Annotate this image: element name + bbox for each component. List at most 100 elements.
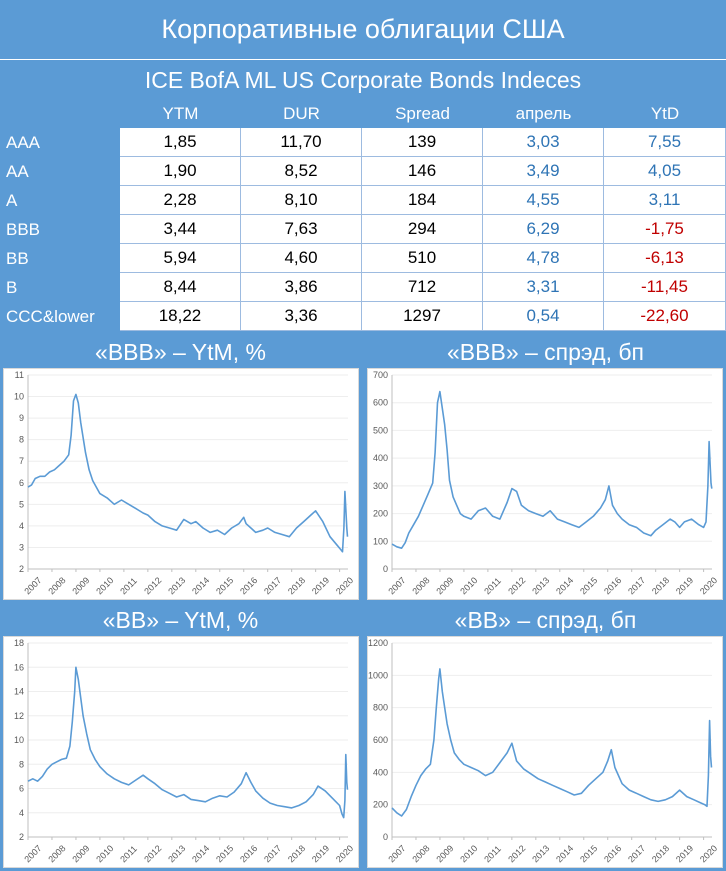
table-cell: 294 — [362, 215, 483, 244]
table-cell: 3,11 — [604, 186, 726, 215]
y-tick-label: 700 — [373, 370, 388, 380]
y-tick-label: 6 — [19, 784, 24, 794]
x-tick-label: 2012 — [142, 843, 163, 864]
x-tick-label: 2016 — [602, 843, 623, 864]
table-subtitle: ICE BofA ML US Corporate Bonds Indeces — [144, 66, 582, 93]
x-tick-label: 2020 — [698, 843, 719, 864]
x-tick-label: 2017 — [262, 843, 283, 864]
x-tick-label: 2007 — [22, 575, 43, 596]
table-cell: 11,70 — [241, 128, 362, 157]
x-tick-label: 2013 — [166, 575, 187, 596]
y-tick-label: 400 — [373, 767, 388, 777]
y-tick-label: 300 — [373, 481, 388, 491]
y-tick-label: 500 — [373, 425, 388, 435]
y-tick-label: 8 — [19, 759, 24, 769]
table-cell: 7,55 — [604, 128, 726, 157]
series-line — [391, 668, 713, 817]
x-tick-label: 2019 — [674, 575, 695, 596]
row-label-bbb: BBB — [6, 219, 41, 239]
chart-title-bbb-spread: «BBB» – спрэд, бп — [447, 338, 644, 365]
column-header-dur: DUR — [283, 104, 320, 123]
x-tick-label: 2011 — [482, 844, 503, 865]
table-cell: 2,28 — [120, 186, 241, 215]
y-tick-label: 0 — [383, 832, 388, 842]
x-tick-label: 2008 — [46, 575, 67, 596]
y-tick-label: 11 — [15, 370, 24, 380]
table-cell: 8,52 — [241, 157, 362, 186]
chart-bbb-ytm-svg: 2 3 4 5 6 7 8 9 10 11 2007 2008 2009 2010 2011 2012 2013… — [14, 370, 355, 597]
x-tick-label: 2017 — [626, 575, 647, 596]
table-cell: 4,55 — [483, 186, 604, 215]
y-tick-label: 10 — [14, 735, 24, 745]
y-tick-label: 7 — [19, 456, 24, 466]
y-tick-label: 4 — [19, 808, 24, 818]
y-tick-label: 600 — [373, 735, 388, 745]
y-tick-label: 200 — [373, 509, 388, 519]
table-cell: 5,94 — [120, 244, 241, 273]
x-tick-label: 2016 — [238, 575, 259, 596]
series-line — [27, 393, 349, 553]
y-tick-label: 12 — [14, 711, 24, 721]
row-label-ccc-lower: CCC&lower — [6, 306, 95, 326]
table-cell: 8,10 — [241, 186, 362, 215]
x-tick-label: 2009 — [434, 575, 455, 596]
y-tick-label: 2 — [19, 564, 24, 574]
x-tick-label: 2013 — [166, 843, 187, 864]
y-tick-label: 400 — [373, 453, 388, 463]
x-tick-label: 2012 — [506, 843, 527, 864]
table-cell: 4,78 — [483, 244, 604, 273]
y-tick-label: 9 — [19, 413, 24, 423]
table-cell: 3,44 — [120, 215, 241, 244]
x-tick-label: 2009 — [70, 843, 91, 864]
x-tick-label: 2019 — [310, 575, 331, 596]
x-tick-label: 2011 — [118, 576, 139, 597]
table-cell: -6,13 — [604, 244, 726, 273]
x-tick-label: 2014 — [554, 843, 575, 864]
x-tick-label: 2016 — [238, 843, 259, 864]
column-header-ytm: YTM — [162, 104, 199, 123]
y-tick-label: 100 — [373, 536, 388, 546]
y-tick-label: 800 — [373, 703, 388, 713]
y-tick-label: 16 — [14, 662, 24, 672]
table-cell: 510 — [362, 244, 483, 273]
y-tick-label: 6 — [19, 478, 24, 488]
x-tick-label: 2020 — [334, 575, 355, 596]
table-cell: 146 — [362, 157, 483, 186]
x-tick-label: 2012 — [506, 575, 527, 596]
column-header-spread: Spread — [395, 104, 450, 123]
x-tick-label: 2010 — [94, 575, 115, 596]
table-cell: -22,60 — [604, 302, 726, 331]
table-cell: 4,60 — [241, 244, 362, 273]
table-cell: 139 — [362, 128, 483, 157]
table-cell: 712 — [362, 273, 483, 302]
y-tick-label: 4 — [19, 521, 24, 531]
x-tick-label: 2017 — [626, 843, 647, 864]
x-tick-label: 2008 — [410, 575, 431, 596]
x-tick-label: 2013 — [530, 575, 551, 596]
bond-index-table: 1,85 11,70 139 3,03 7,55 1,90 8,52 146 3… — [120, 128, 726, 331]
row-label-aa: AA — [6, 161, 29, 181]
chart-bbb-ytm: 2 3 4 5 6 7 8 9 10 11 2007 2008 2009 2010 2011 2012 2013… — [3, 368, 359, 600]
x-tick-label: 2008 — [46, 843, 67, 864]
y-tick-label: 3 — [19, 542, 24, 552]
y-tick-label: 600 — [373, 398, 388, 408]
table-cell: 7,63 — [241, 215, 362, 244]
x-tick-label: 2015 — [214, 575, 235, 596]
x-tick-label: 2016 — [602, 575, 623, 596]
table-cell: 3,86 — [241, 273, 362, 302]
x-tick-label: 2018 — [650, 575, 671, 596]
column-header-ytd: YtD — [650, 104, 680, 123]
x-tick-label: 2015 — [578, 843, 599, 864]
table-cell: 1297 — [362, 302, 483, 331]
y-tick-label: 5 — [19, 499, 24, 509]
y-tick-label: 14 — [14, 687, 24, 697]
x-tick-label: 2018 — [650, 843, 671, 864]
x-tick-label: 2019 — [310, 843, 331, 864]
table-cell: 3,49 — [483, 157, 604, 186]
x-tick-label: 2015 — [214, 843, 235, 864]
table-cell: -11,45 — [604, 273, 726, 302]
table-cell: 8,44 — [120, 273, 241, 302]
x-tick-label: 2020 — [698, 575, 719, 596]
x-tick-label: 2017 — [262, 575, 283, 596]
